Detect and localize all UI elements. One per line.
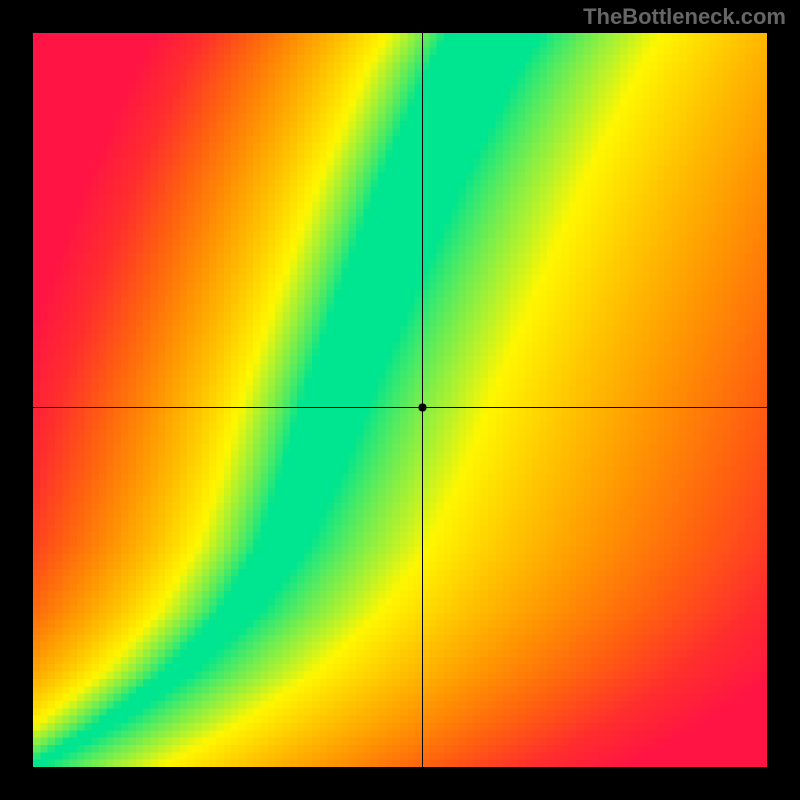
plot-area: [33, 33, 767, 767]
watermark-text: TheBottleneck.com: [583, 4, 786, 30]
chart-container: { "watermark": { "text": "TheBottleneck.…: [0, 0, 800, 800]
crosshair-overlay: [33, 33, 767, 767]
